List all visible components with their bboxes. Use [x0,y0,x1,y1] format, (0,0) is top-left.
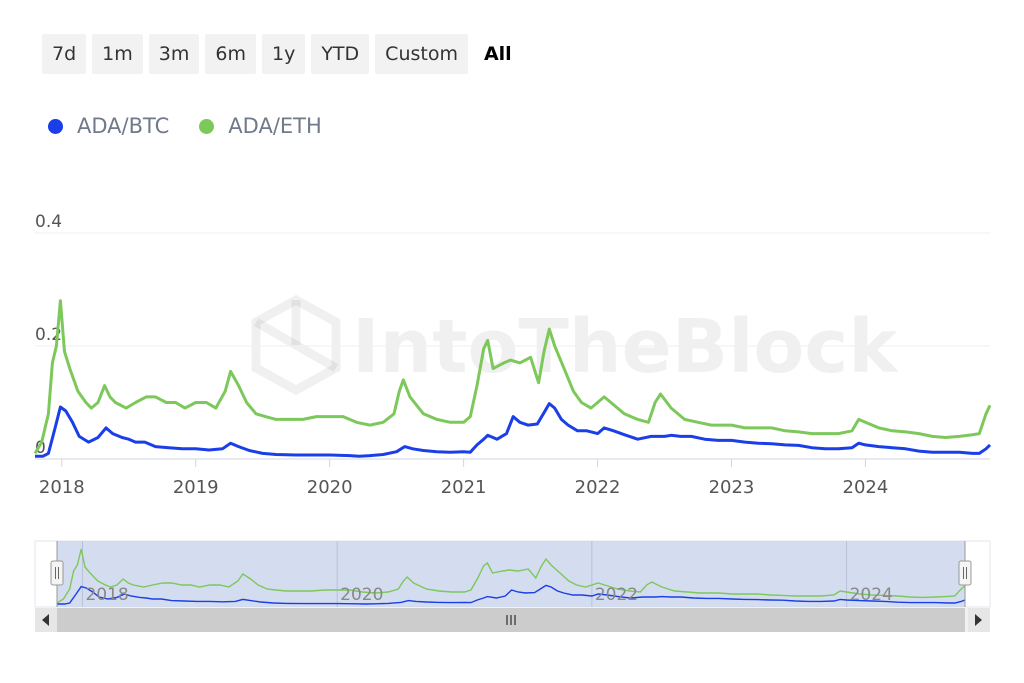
series-group [33,299,992,458]
range-button-1m[interactable]: 1m [92,34,143,74]
navigator-handle-right[interactable] [958,560,972,586]
legend-label-ada-eth: ADA/ETH [228,114,322,138]
grid [35,232,990,460]
navigator-handle-left[interactable] [50,560,64,586]
legend-item-ada-eth[interactable]: ADA/ETH [199,114,322,138]
navigator-axis: 2018 2020 2022 2024 [85,585,892,605]
arrow-left-icon [42,614,49,626]
range-button-custom[interactable]: Custom [375,34,468,74]
x-tick-label: 2020 [307,477,353,498]
range-button-6m[interactable]: 6m [205,34,256,74]
x-tick-label: 2021 [441,477,487,498]
navigator-mask[interactable] [57,541,965,607]
range-button-3m[interactable]: 3m [148,34,200,74]
navigator-tick-label: 2018 [85,585,128,605]
navigator-series [56,548,966,605]
range-button-1y[interactable]: 1y [261,34,306,74]
series-line-ada-eth[interactable] [33,299,992,455]
navigator-line-ada-btc [57,584,966,605]
y-tick-label: 0.4 [35,212,62,232]
range-button-ytd[interactable]: YTD [311,34,370,74]
x-tick-label: 2023 [709,477,755,498]
watermark-logo-icon [251,294,341,396]
navigator-tick-label: 2022 [595,585,638,605]
range-button-7d[interactable]: 7d [42,34,87,74]
watermark-text: IntoTheBlock [352,304,899,390]
y-axis: 0 0.2 0.4 [35,212,62,458]
series-line-ada-btc[interactable] [35,402,992,458]
navigator-line-ada-eth [56,548,966,604]
legend-label-ada-btc: ADA/BTC [77,114,170,138]
navigator-tick-label: 2024 [850,585,893,605]
legend-dot-icon [48,118,63,134]
navigator-grid [81,541,848,607]
x-tick-label: 2022 [575,477,621,498]
navigator-tick-label: 2020 [340,585,383,605]
scrollbar-grip-icon [506,615,516,625]
range-selector: 7d 1m 3m 6m 1y YTD Custom All [42,34,522,74]
chart-legend: ADA/BTC ADA/ETH [48,114,322,138]
y-tick-label: 0.2 [35,325,62,345]
arrow-right-icon [975,614,982,626]
scrollbar-right-arrow-button[interactable] [968,608,990,632]
watermark: IntoTheBlock [251,294,899,396]
legend-item-ada-btc[interactable]: ADA/BTC [48,114,169,138]
y-tick-label: 0 [35,438,46,458]
x-tick-label: 2019 [173,477,219,498]
scrollbar-left-arrow-button[interactable] [35,608,57,632]
legend-dot-icon [199,118,215,134]
scrollbar [35,608,990,632]
x-tick-label: 2024 [843,477,889,498]
x-axis: 2018 2019 2020 2021 2022 2023 2024 [39,459,888,498]
range-button-all[interactable]: All [483,43,512,65]
x-tick-label: 2018 [39,477,85,498]
navigator: 2018 2020 2022 2024 [34,540,991,608]
